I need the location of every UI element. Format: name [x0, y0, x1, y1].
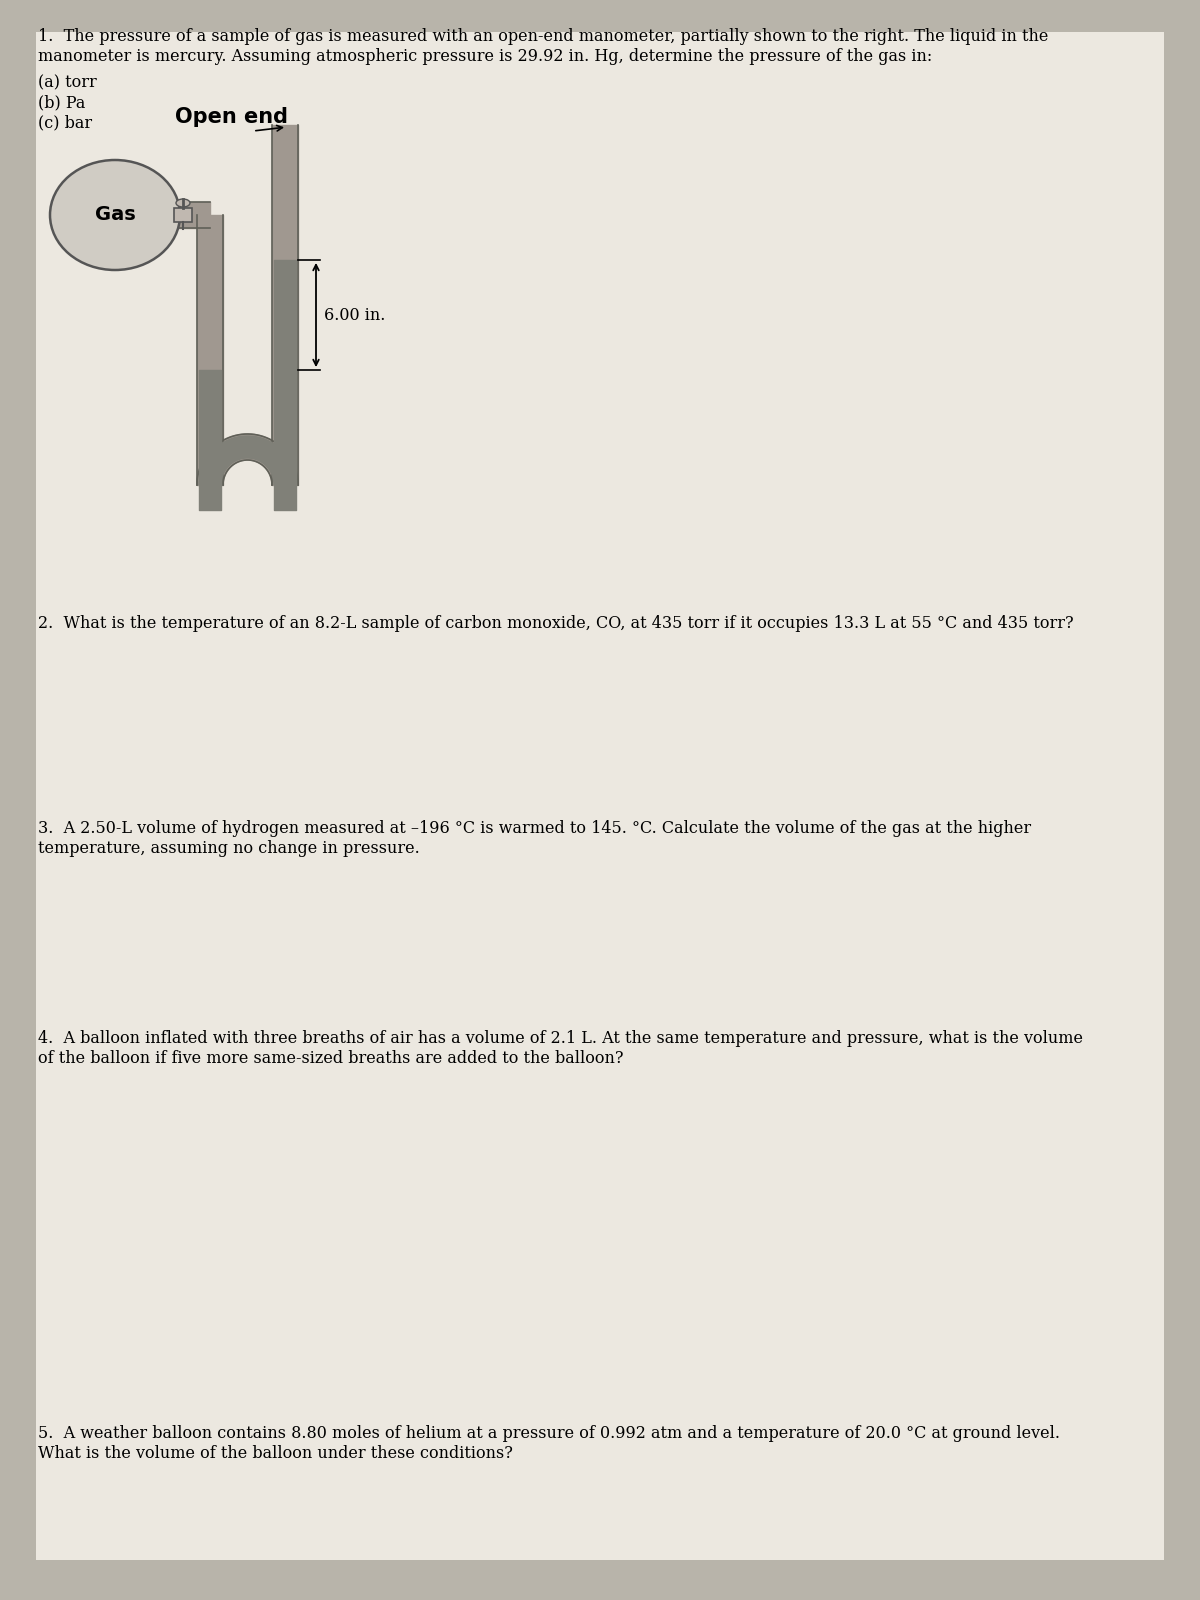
Text: (c) bar: (c) bar — [38, 114, 92, 131]
Text: Gas: Gas — [95, 205, 136, 224]
Text: 2.  What is the temperature of an 8.2-L sample of carbon monoxide, CO, at 435 to: 2. What is the temperature of an 8.2-L s… — [38, 614, 1074, 632]
Text: 5.  A weather balloon contains 8.80 moles of helium at a pressure of 0.992 atm a: 5. A weather balloon contains 8.80 moles… — [38, 1426, 1060, 1442]
Polygon shape — [197, 434, 298, 485]
Text: 6.00 in.: 6.00 in. — [324, 307, 385, 323]
Text: What is the volume of the balloon under these conditions?: What is the volume of the balloon under … — [38, 1445, 512, 1462]
Text: manometer is mercury. Assuming atmospheric pressure is 29.92 in. Hg, determine t: manometer is mercury. Assuming atmospher… — [38, 48, 932, 66]
Ellipse shape — [50, 160, 180, 270]
Ellipse shape — [176, 198, 190, 206]
Text: Open end: Open end — [175, 107, 288, 126]
Bar — [174, 208, 192, 222]
Text: 1.  The pressure of a sample of gas is measured with an open-end manometer, part: 1. The pressure of a sample of gas is me… — [38, 27, 1049, 45]
Polygon shape — [199, 437, 296, 485]
Text: 4.  A balloon inflated with three breaths of air has a volume of 2.1 L. At the s: 4. A balloon inflated with three breaths… — [38, 1030, 1084, 1046]
Text: 3.  A 2.50-L volume of hydrogen measured at –196 °C is warmed to 145. °C. Calcul: 3. A 2.50-L volume of hydrogen measured … — [38, 819, 1031, 837]
Text: of the balloon if five more same-sized breaths are added to the balloon?: of the balloon if five more same-sized b… — [38, 1050, 624, 1067]
Text: (a) torr: (a) torr — [38, 74, 97, 91]
Text: (b) Pa: (b) Pa — [38, 94, 85, 110]
Text: temperature, assuming no change in pressure.: temperature, assuming no change in press… — [38, 840, 420, 858]
